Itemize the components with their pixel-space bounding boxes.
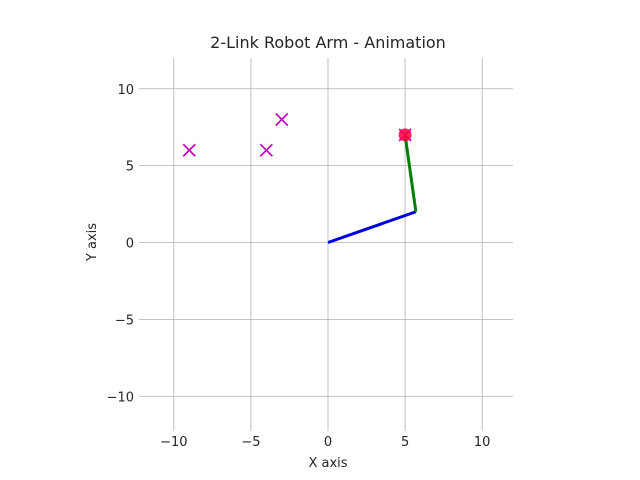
y-tick-label: 0 <box>126 237 134 252</box>
x-tick-label: 0 <box>324 435 332 450</box>
y-tick-label: 5 <box>126 160 134 175</box>
target-marker-stroke <box>275 112 289 127</box>
grid <box>139 58 513 431</box>
chart-title: 2-Link Robot Arm - Animation <box>210 33 446 52</box>
target-marker-stroke <box>182 143 196 157</box>
y-tick-label: 10 <box>117 83 134 98</box>
y-tick-label: −5 <box>115 313 134 328</box>
target-marker <box>275 112 289 127</box>
x-tick-label: −10 <box>160 435 187 450</box>
x-tick-label: 5 <box>401 435 409 450</box>
arm-link-2 <box>403 134 418 212</box>
tick-labels: −10 −5 0 5 10 −10 −5 0 5 10 <box>107 83 491 450</box>
x-tick-label: −5 <box>241 435 260 450</box>
target-marker-stroke <box>259 143 273 157</box>
x-axis-label: X axis <box>308 456 347 471</box>
x-tick-label: 10 <box>474 435 491 450</box>
y-tick-label: −10 <box>107 390 134 405</box>
target-marker <box>182 143 196 157</box>
plot-area <box>182 112 418 244</box>
y-axis-label: Y axis <box>85 223 100 262</box>
arm-link-1 <box>327 210 417 244</box>
target-marker <box>259 143 273 157</box>
end-effector-point <box>398 128 412 142</box>
